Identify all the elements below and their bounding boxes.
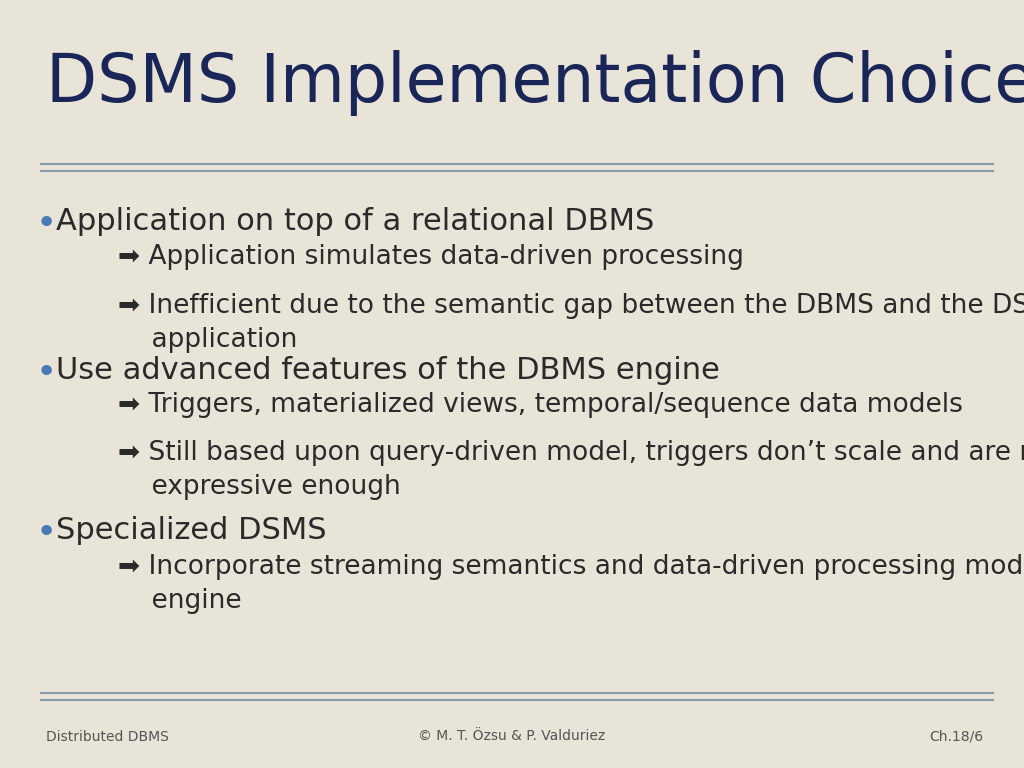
Text: •: • (36, 516, 57, 550)
Text: Ch.18/6: Ch.18/6 (929, 730, 983, 743)
Text: Application on top of a relational DBMS: Application on top of a relational DBMS (56, 207, 654, 237)
Text: Use advanced features of the DBMS engine: Use advanced features of the DBMS engine (56, 356, 720, 385)
Text: •: • (36, 207, 57, 241)
Text: ➡ Incorporate streaming semantics and data-driven processing model inside the
  : ➡ Incorporate streaming semantics and da… (118, 554, 1024, 614)
Text: Distributed DBMS: Distributed DBMS (46, 730, 169, 743)
Text: ➡ Still based upon query-driven model, triggers don’t scale and are not
    expr: ➡ Still based upon query-driven model, t… (118, 440, 1024, 500)
Text: Specialized DSMS: Specialized DSMS (56, 516, 327, 545)
Text: •: • (36, 356, 57, 389)
Text: ➡ Triggers, materialized views, temporal/sequence data models: ➡ Triggers, materialized views, temporal… (118, 392, 963, 419)
Text: DSMS Implementation Choices: DSMS Implementation Choices (46, 50, 1024, 116)
Text: ➡ Application simulates data-driven processing: ➡ Application simulates data-driven proc… (118, 244, 743, 270)
Text: © M. T. Özsu & P. Valduriez: © M. T. Özsu & P. Valduriez (419, 730, 605, 743)
Text: ➡ Inefficient due to the semantic gap between the DBMS and the DSMS-like
    app: ➡ Inefficient due to the semantic gap be… (118, 293, 1024, 353)
